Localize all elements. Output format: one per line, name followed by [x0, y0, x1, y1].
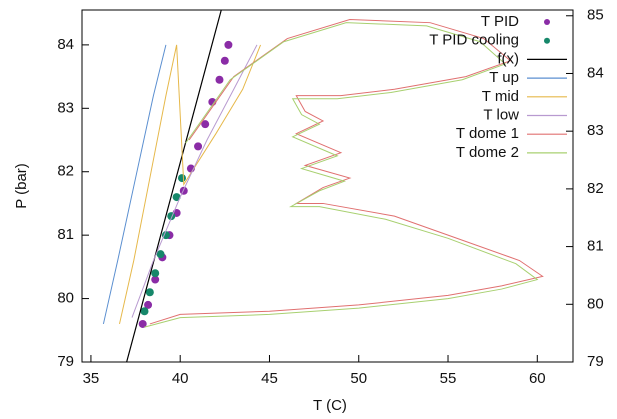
legend-label: T up: [489, 69, 519, 86]
legend-label: T low: [483, 106, 519, 123]
legend-label: T PID: [481, 13, 519, 30]
y-tick-label: 84: [57, 36, 74, 53]
point: [201, 120, 210, 129]
x-tick-label: 40: [172, 370, 189, 387]
y2-tick-label: 82: [587, 180, 604, 197]
x-tick-label: 35: [83, 370, 100, 387]
y2-tick-label: 84: [587, 64, 604, 81]
series-line: [131, 44, 258, 318]
point: [145, 288, 154, 297]
x-tick-label: 60: [529, 370, 546, 387]
point: [179, 186, 188, 195]
y-tick-label: 81: [57, 226, 74, 243]
point: [140, 307, 149, 316]
point: [144, 300, 153, 309]
y2-tick-label: 80: [587, 295, 604, 312]
y-tick-label: 83: [57, 99, 74, 116]
legend-label: T dome 2: [456, 144, 519, 161]
x-tick-label: 50: [350, 370, 367, 387]
legend-label: f(x): [497, 50, 519, 67]
point: [215, 75, 224, 84]
legend-marker: [544, 19, 550, 25]
y-tick-label: 80: [57, 290, 74, 307]
y2-tick-label: 79: [587, 353, 604, 370]
y-tick-label: 82: [57, 163, 74, 180]
legend-marker: [544, 37, 550, 44]
y-tick-label: 79: [57, 353, 74, 370]
series-line: [126, 10, 222, 362]
legend-label: T dome 1: [456, 125, 519, 142]
point: [138, 319, 147, 328]
x-tick-label: 45: [261, 370, 278, 387]
legend-label: T PID cooling: [429, 32, 519, 49]
x-axis-label: T (C): [313, 397, 347, 414]
plot-border: [81, 9, 574, 363]
point: [161, 231, 170, 240]
series-line: [119, 44, 262, 325]
point: [151, 269, 160, 278]
y2-tick-label: 85: [587, 7, 604, 24]
series-line: [149, 19, 544, 325]
series-line: [102, 44, 167, 325]
y2-tick-label: 83: [587, 122, 604, 139]
point: [151, 275, 160, 284]
point: [156, 250, 165, 259]
point: [172, 193, 181, 202]
point: [224, 40, 233, 49]
legend-label: T mid: [482, 88, 519, 105]
series-line: [144, 22, 539, 328]
y-axis-label: P (bar): [13, 163, 30, 209]
y2-tick-label: 81: [587, 238, 604, 255]
point: [220, 56, 229, 65]
x-tick-label: 55: [440, 370, 457, 387]
point: [177, 174, 186, 183]
point: [194, 142, 203, 151]
